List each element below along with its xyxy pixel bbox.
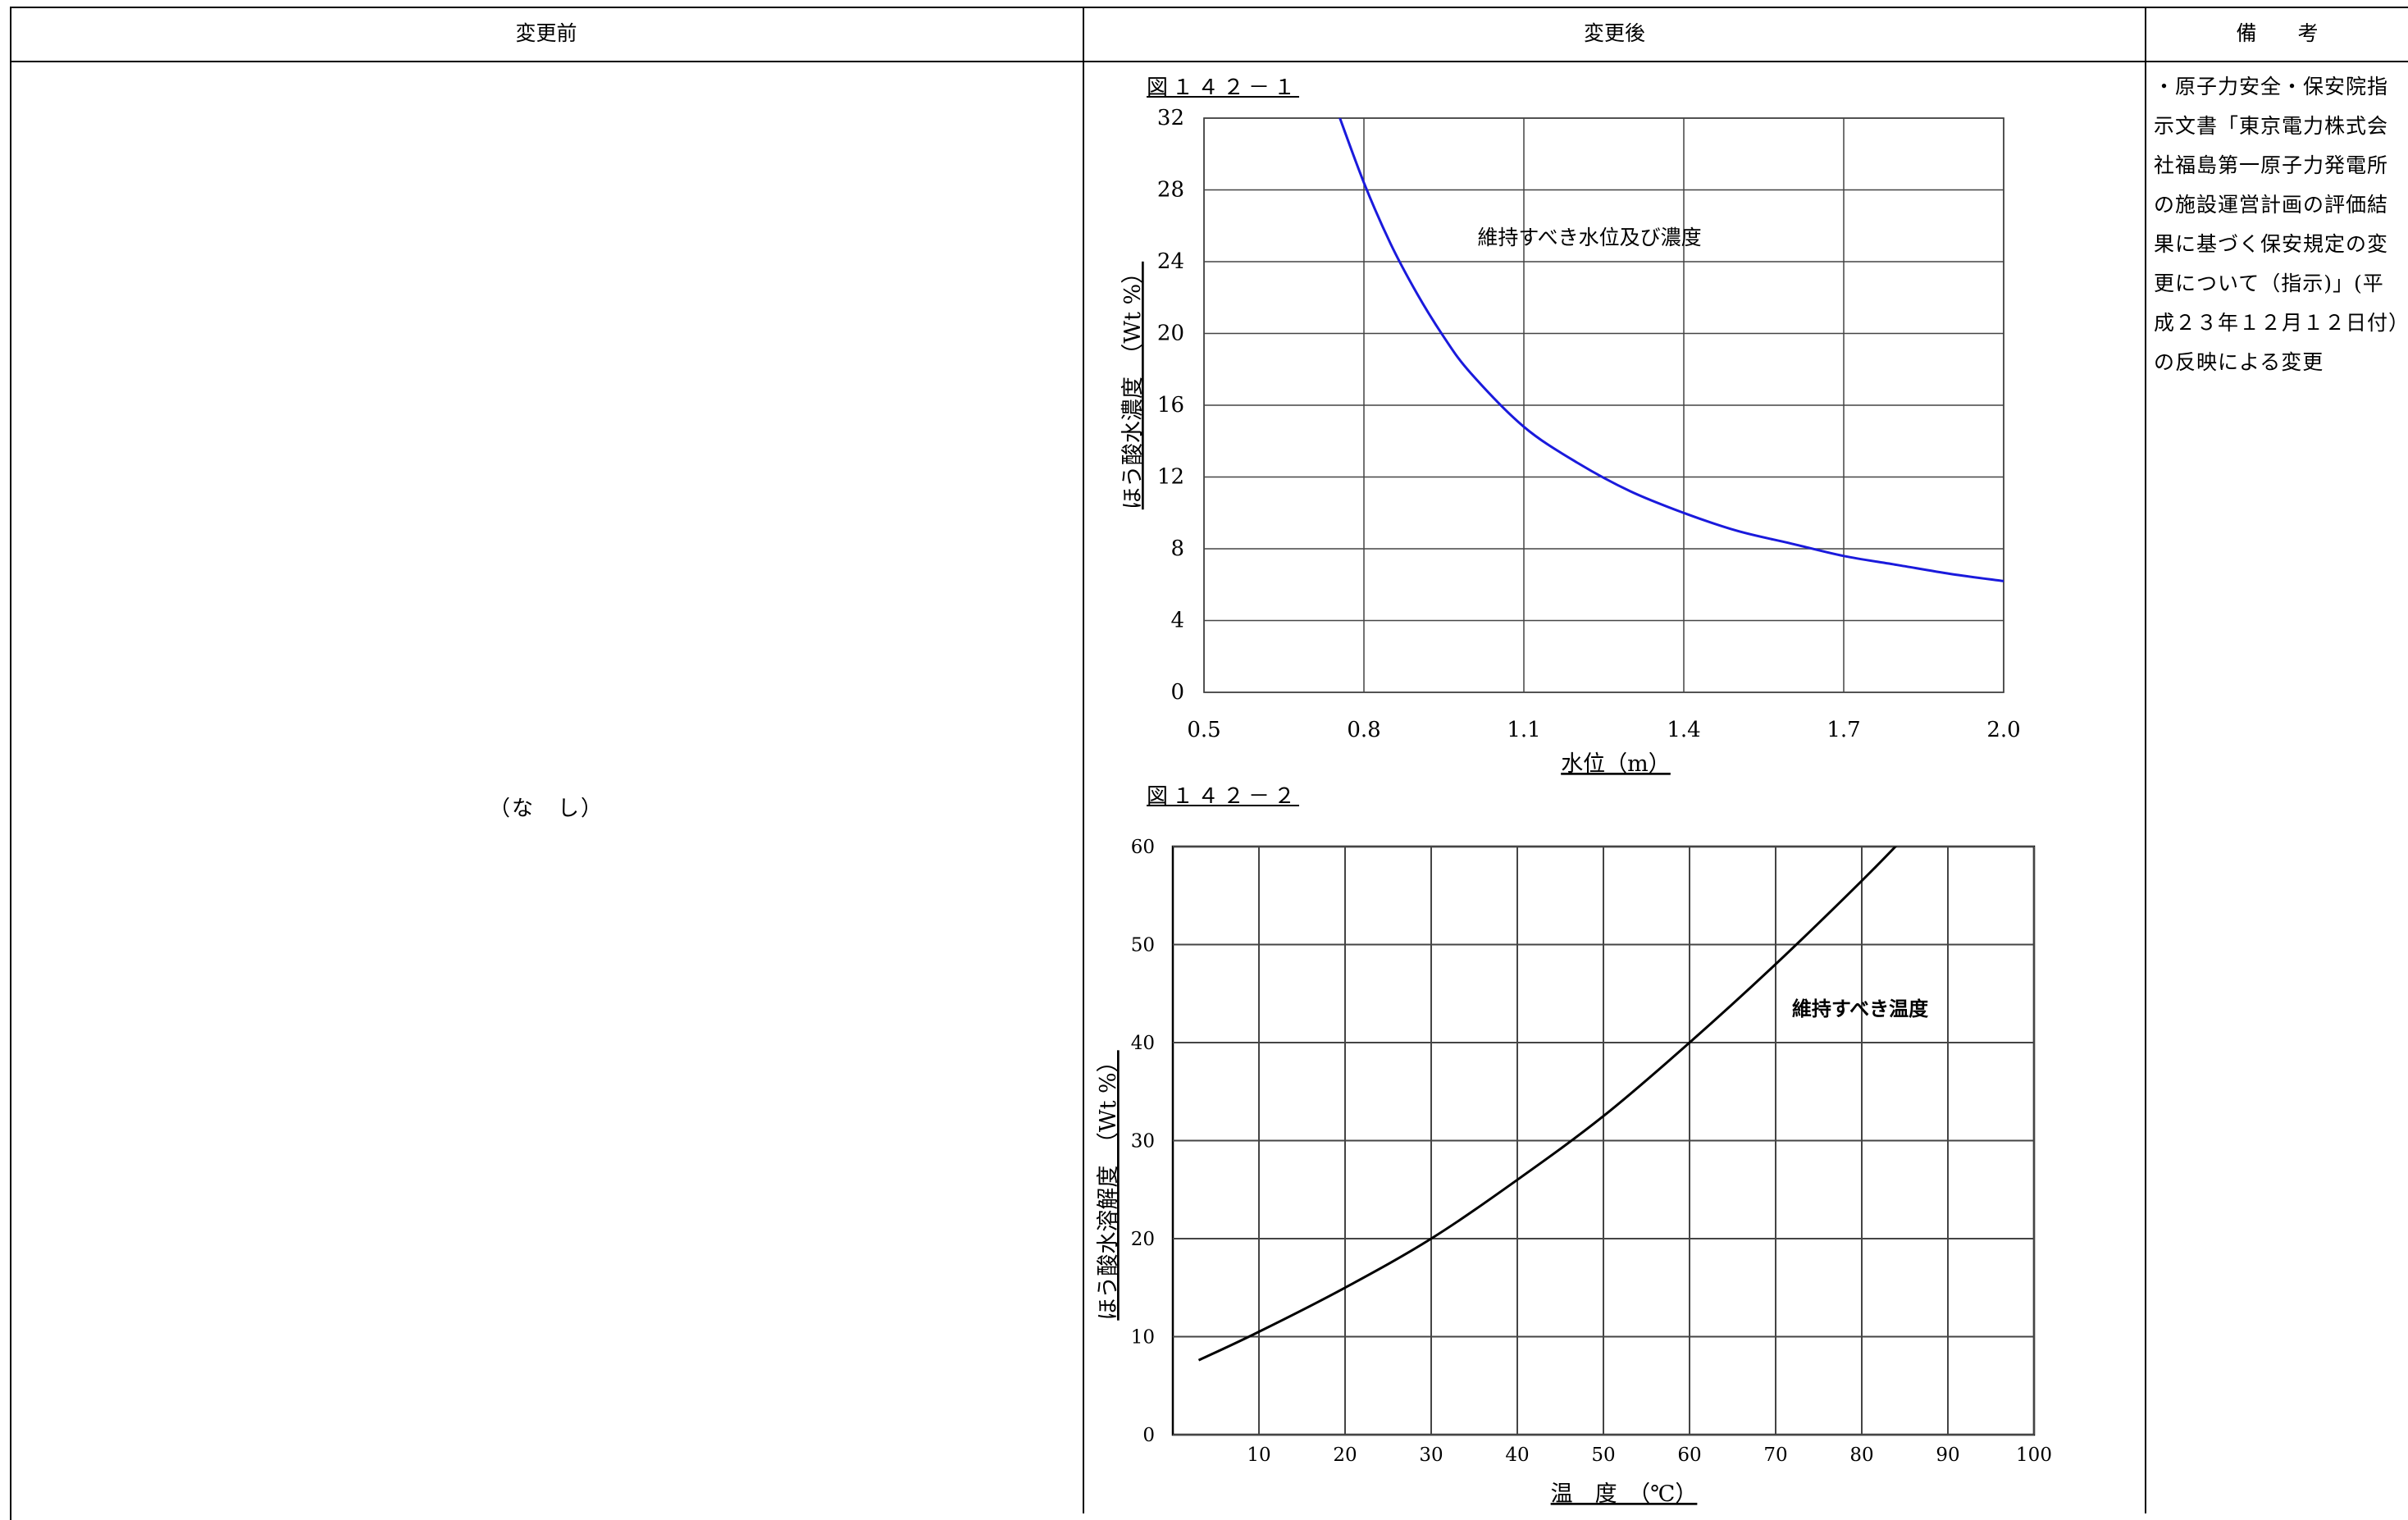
- chart-solubility-temperature: 10 20 30 40 50 60 70 80 90 100 0 10 20 30 40 50 60 維持すべき…: [1096, 837, 2052, 1507]
- y-tick-label: 0: [1142, 1425, 1155, 1446]
- x-tick-label: 40: [1505, 1445, 1529, 1466]
- header-divider: [10, 61, 2408, 62]
- y-tick-label: 50: [1131, 935, 1155, 956]
- x-tick-label: 50: [1591, 1445, 1615, 1466]
- column-divider: [2145, 7, 2146, 1513]
- y-tick-label: 12: [1157, 465, 1184, 490]
- y-tick-label: 16: [1157, 393, 1184, 418]
- chart-annotation: 維持すべき水位及び濃度: [1477, 226, 1701, 249]
- y-tick-label: 40: [1131, 1033, 1155, 1054]
- figure-label: 図１４２－２: [1147, 784, 1300, 809]
- y-axis-label: ほう酸水濃度 （Wt %）: [1120, 262, 1146, 509]
- y-tick-label: 60: [1131, 837, 1155, 858]
- y-tick-label: 32: [1157, 106, 1184, 130]
- before-none-text: （な し）: [488, 797, 604, 821]
- header-before: 変更前: [515, 21, 577, 45]
- x-axis-label: 温 度 （℃）: [1551, 1481, 1698, 1507]
- y-axis-label: ほう酸水溶解度 （Wt %）: [1096, 1050, 1121, 1320]
- y-tick-label: 4: [1170, 609, 1184, 633]
- x-tick-label: 30: [1419, 1445, 1443, 1466]
- y-tick-label: 24: [1157, 249, 1184, 274]
- x-tick-label: 0.5: [1187, 718, 1220, 742]
- figure-label: 図１４２－１: [1147, 75, 1300, 100]
- x-tick-label: 70: [1763, 1445, 1787, 1466]
- header-after: 変更後: [1583, 21, 1645, 45]
- chart-annotation: 維持すべき温度: [1792, 997, 1929, 1020]
- y-tick-label: 8: [1170, 536, 1184, 561]
- chart-water-level-concentration: 0.5 0.8 1.1 1.4 1.7 2.0 0 4 8 12 16 20 24 28 32 維持すべき水…: [1120, 106, 2021, 777]
- series-line: [1197, 847, 1898, 1362]
- remarks-text: ・原子力安全・保安院指示文書「東京電力株式会社福島第一原子力発電所の施設運営計画…: [2154, 75, 2400, 374]
- x-tick-label: 0.8: [1347, 718, 1380, 742]
- document-table: [10, 7, 2408, 1520]
- x-tick-label: 2.0: [1986, 718, 2020, 742]
- y-tick-label: 28: [1157, 178, 1184, 203]
- x-axis-label: 水位（m）: [1561, 751, 1671, 777]
- header-remarks: 備 考: [2236, 21, 2319, 45]
- x-tick-label: 1.1: [1507, 718, 1540, 742]
- y-tick-label: 0: [1170, 680, 1184, 705]
- series-line: [1339, 118, 2004, 582]
- column-divider: [1083, 7, 1084, 1513]
- y-tick-label: 10: [1131, 1327, 1155, 1349]
- x-tick-label: 20: [1333, 1445, 1357, 1466]
- x-tick-label: 10: [1247, 1445, 1270, 1466]
- y-tick-label: 30: [1131, 1131, 1155, 1153]
- x-tick-label: 1.4: [1667, 718, 1700, 742]
- x-tick-label: 80: [1849, 1445, 1873, 1466]
- y-tick-label: 20: [1131, 1229, 1155, 1250]
- y-tick-label: 20: [1157, 322, 1184, 346]
- x-tick-label: 1.7: [1827, 718, 1860, 742]
- x-tick-label: 60: [1677, 1445, 1701, 1466]
- x-tick-label: 90: [1936, 1445, 1959, 1466]
- x-tick-label: 100: [2016, 1445, 2052, 1466]
